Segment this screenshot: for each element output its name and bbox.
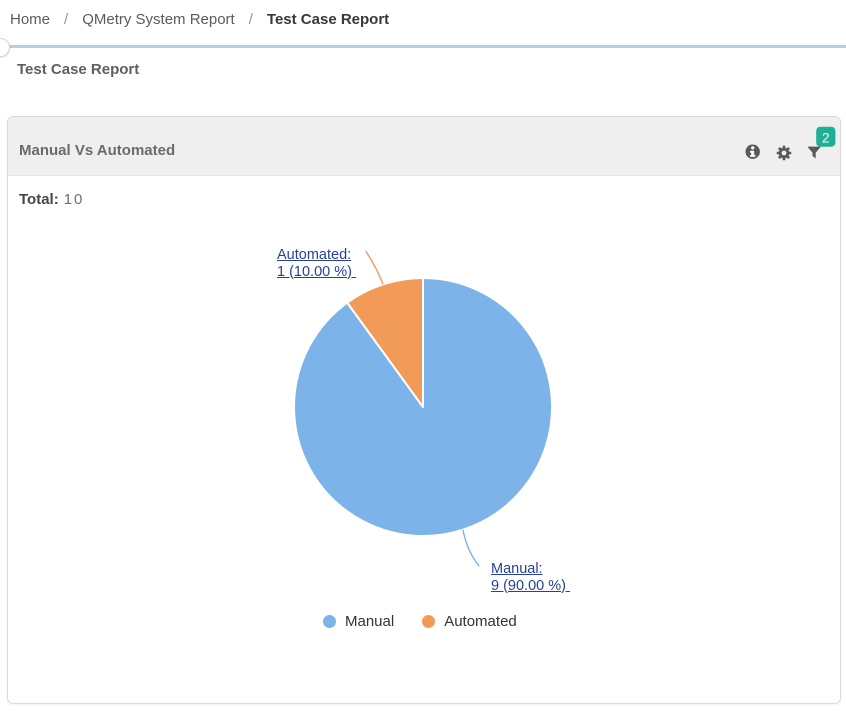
svg-text:2: 2 (822, 130, 830, 145)
